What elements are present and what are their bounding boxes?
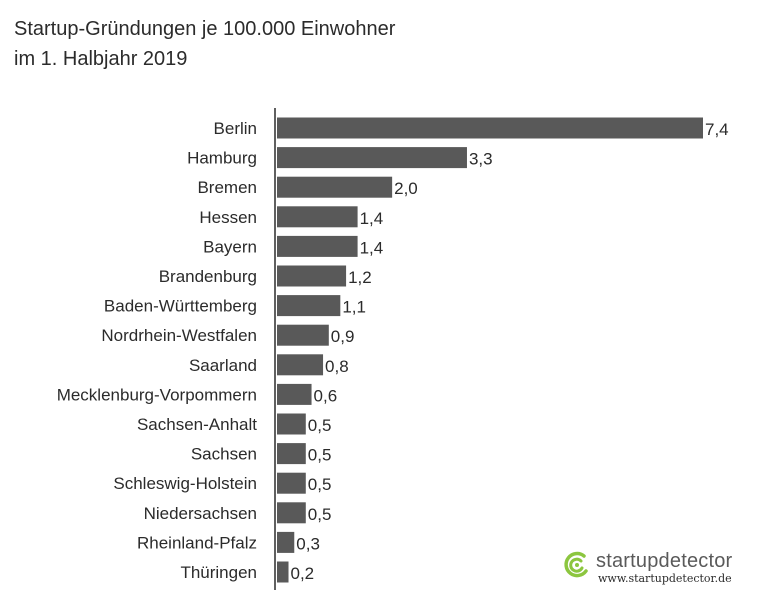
bar <box>277 295 341 317</box>
value-label: 0,5 <box>308 475 332 494</box>
value-label: 0,5 <box>308 446 332 465</box>
category-label: Sachsen-Anhalt <box>137 415 257 434</box>
startupdetector-logo-icon <box>564 551 588 578</box>
category-label: Sachsen <box>191 445 257 464</box>
category-label: Bayern <box>203 237 257 256</box>
category-label: Saarland <box>189 356 257 375</box>
value-label: 0,3 <box>296 534 320 553</box>
value-label: 0,5 <box>308 416 332 435</box>
bar <box>277 117 703 139</box>
value-label: 1,4 <box>360 209 384 228</box>
category-label: Rheinland-Pfalz <box>137 533 257 552</box>
bar <box>277 443 306 465</box>
value-label: 0,8 <box>325 357 349 376</box>
category-label: Baden-Württemberg <box>104 297 257 316</box>
value-label: 0,9 <box>331 327 355 346</box>
brand-name: startupdetector <box>596 550 733 572</box>
bar <box>277 531 295 553</box>
bar <box>277 502 306 524</box>
category-label: Berlin <box>214 119 257 138</box>
chart-title-line-2: im 1. Halbjahr 2019 <box>14 48 188 70</box>
bar <box>277 176 393 198</box>
value-label: 1,4 <box>360 238 384 257</box>
bar <box>277 235 358 257</box>
value-label: 2,0 <box>394 179 418 198</box>
bar <box>277 147 467 169</box>
category-label: Niedersachsen <box>144 504 257 523</box>
chart-title: Startup-Gründungen je 100.000 Einwohner … <box>14 14 395 74</box>
value-label: 0,2 <box>291 564 315 583</box>
bar <box>277 472 306 494</box>
category-label: Hessen <box>199 208 257 227</box>
value-label: 0,5 <box>308 505 332 524</box>
bar <box>277 383 312 405</box>
category-label: Schleswig-Holstein <box>113 474 257 493</box>
category-label: Nordrhein-Westfalen <box>101 326 257 345</box>
bar <box>277 206 358 228</box>
chart-title-line-1: Startup-Gründungen je 100.000 Einwohner <box>14 18 396 40</box>
brand-url: www.startupdetector.de <box>598 572 732 585</box>
value-label: 1,2 <box>348 268 372 287</box>
category-label: Brandenburg <box>159 267 257 286</box>
value-label: 7,4 <box>705 120 729 139</box>
bar <box>277 354 324 376</box>
category-label: Mecklenburg-Vorpommern <box>57 385 257 404</box>
bar <box>277 561 289 583</box>
bar <box>277 265 347 287</box>
category-label: Bremen <box>197 178 257 197</box>
brand-logo: startupdetector www.startupdetector.de <box>562 548 752 588</box>
value-label: 1,1 <box>342 298 366 317</box>
bar <box>277 413 306 435</box>
category-label: Thüringen <box>180 563 257 582</box>
value-label: 3,3 <box>469 150 493 169</box>
category-label: Hamburg <box>187 149 257 168</box>
bar <box>277 324 329 346</box>
value-label: 0,6 <box>314 386 338 405</box>
